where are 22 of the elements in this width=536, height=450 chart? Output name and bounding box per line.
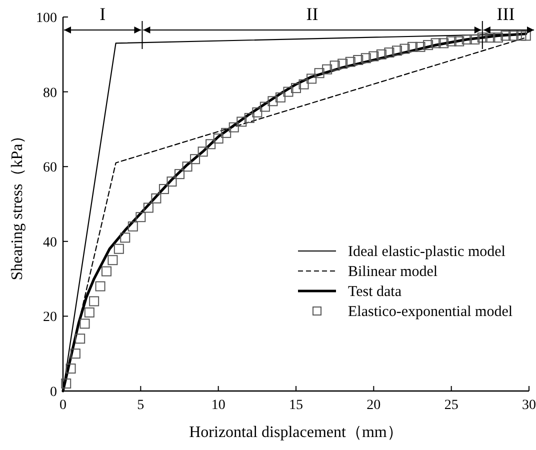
- annotation: II: [306, 4, 318, 24]
- y-tick-label: 0: [50, 385, 57, 400]
- legend-label: Test data: [348, 284, 402, 300]
- legend-label: Bilinear model: [348, 264, 438, 280]
- x-tick-label: 0: [60, 398, 66, 413]
- y-tick-label: 40: [43, 235, 57, 250]
- annotation: III: [496, 4, 515, 24]
- annotation: I: [100, 4, 106, 24]
- y-tick-label: 60: [43, 160, 57, 176]
- x-axis-title: Horizontal displacement（mm）: [189, 424, 403, 441]
- x-tick-label: 20: [366, 398, 381, 413]
- y-axis-title: Shearing stress（kPa）: [9, 128, 26, 280]
- legend-label: Elastico-exponential model: [348, 304, 513, 320]
- x-tick-label: 10: [211, 398, 226, 413]
- y-tick-label: 80: [43, 86, 57, 101]
- y-tick-label: 100: [36, 11, 57, 26]
- x-tick-label: 15: [289, 398, 303, 413]
- y-tick-label: 20: [43, 310, 57, 326]
- x-tick-label: 30: [522, 398, 536, 413]
- legend-label: Ideal elastic-plastic model: [348, 244, 506, 260]
- x-tick-label: 25: [444, 398, 458, 413]
- x-tick-label: 5: [137, 398, 144, 413]
